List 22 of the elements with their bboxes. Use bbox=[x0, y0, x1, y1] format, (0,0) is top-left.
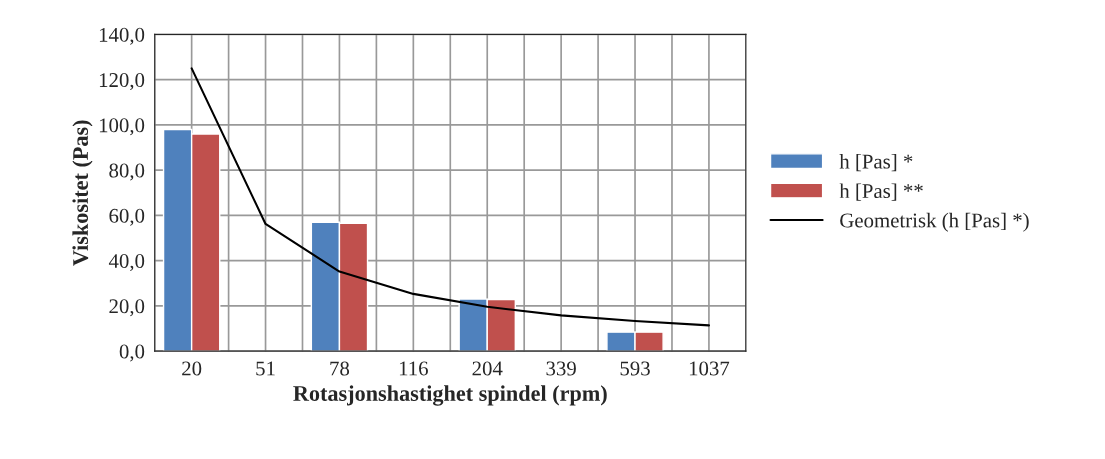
line-series bbox=[190, 67, 710, 327]
x-tick-label: 51 bbox=[256, 361, 275, 376]
y-tick-label: 100,0 bbox=[99, 118, 145, 136]
legend-label: h [Pas] ** bbox=[839, 183, 923, 201]
y-tick-label: 60,0 bbox=[109, 208, 145, 226]
y-tick-label: 140,0 bbox=[99, 27, 145, 45]
x-tick-label: 204 bbox=[472, 361, 503, 376]
x-tick-label: 116 bbox=[399, 361, 428, 376]
x-tick-label: 339 bbox=[546, 361, 576, 376]
y-tick-label: 0,0 bbox=[119, 344, 145, 362]
y-tick-label: 20,0 bbox=[109, 299, 145, 317]
legend-label: h [Pas] * bbox=[839, 153, 913, 172]
y-axis-title: Viskositet (Pas) bbox=[72, 120, 93, 266]
x-tick-label: 1037 bbox=[689, 361, 730, 376]
y-tick-label: 120,0 bbox=[99, 73, 145, 91]
x-axis-title: Rotasjonshastighet spindel (rpm) bbox=[293, 385, 607, 406]
legend-label: Geometrisk (h [Pas] *) bbox=[840, 212, 1029, 232]
x-tick-label: 20 bbox=[182, 361, 202, 376]
x-tick-label: 78 bbox=[330, 361, 350, 376]
x-tick-label: 593 bbox=[620, 361, 650, 376]
y-tick-label: 80,0 bbox=[109, 163, 145, 181]
y-tick-label: 40,0 bbox=[108, 254, 145, 272]
